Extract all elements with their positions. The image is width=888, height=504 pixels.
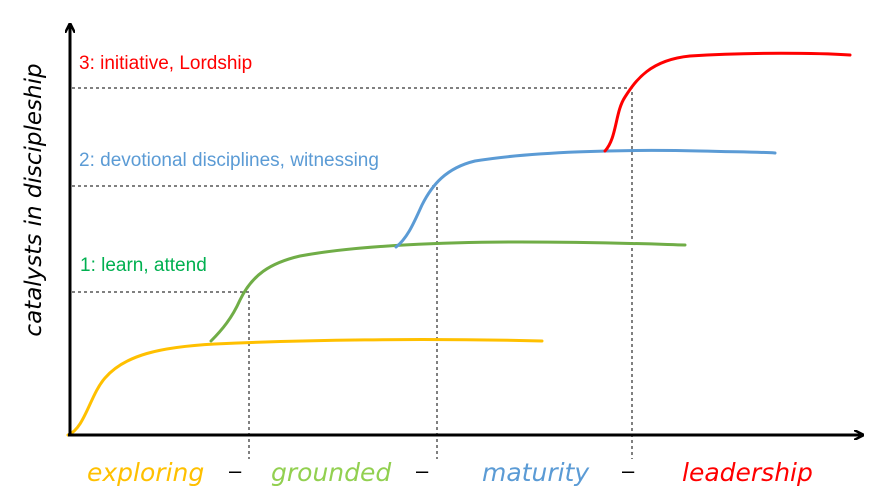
- y-axis-label: catalysts in discipleship: [21, 63, 47, 336]
- guide-line-level-2: [72, 185, 438, 459]
- guide-line-level-1: [72, 291, 250, 459]
- stage-label-grounded: grounded: [271, 458, 391, 487]
- curve-maturity: [394, 148, 777, 249]
- stage-separator-3: –: [622, 458, 635, 483]
- stage-label-maturity: maturity: [482, 458, 590, 487]
- stage-separator-2: –: [416, 458, 429, 483]
- curve-leadership: [603, 51, 852, 153]
- stage-label-leadership: leadership: [682, 458, 813, 487]
- level-label-2: 2: devotional disciplines, witnessing: [79, 150, 379, 171]
- stage-label-exploring: exploring: [87, 458, 204, 487]
- level-label-1: 1: learn, attend: [80, 255, 207, 276]
- stage-separator-1: –: [229, 458, 242, 483]
- curve-grounded: [209, 240, 687, 343]
- level-label-3: 3: initiative, Lordship: [79, 53, 252, 74]
- axes: [68, 25, 862, 435]
- growth-curves: [66, 51, 852, 437]
- curve-exploring: [66, 338, 544, 437]
